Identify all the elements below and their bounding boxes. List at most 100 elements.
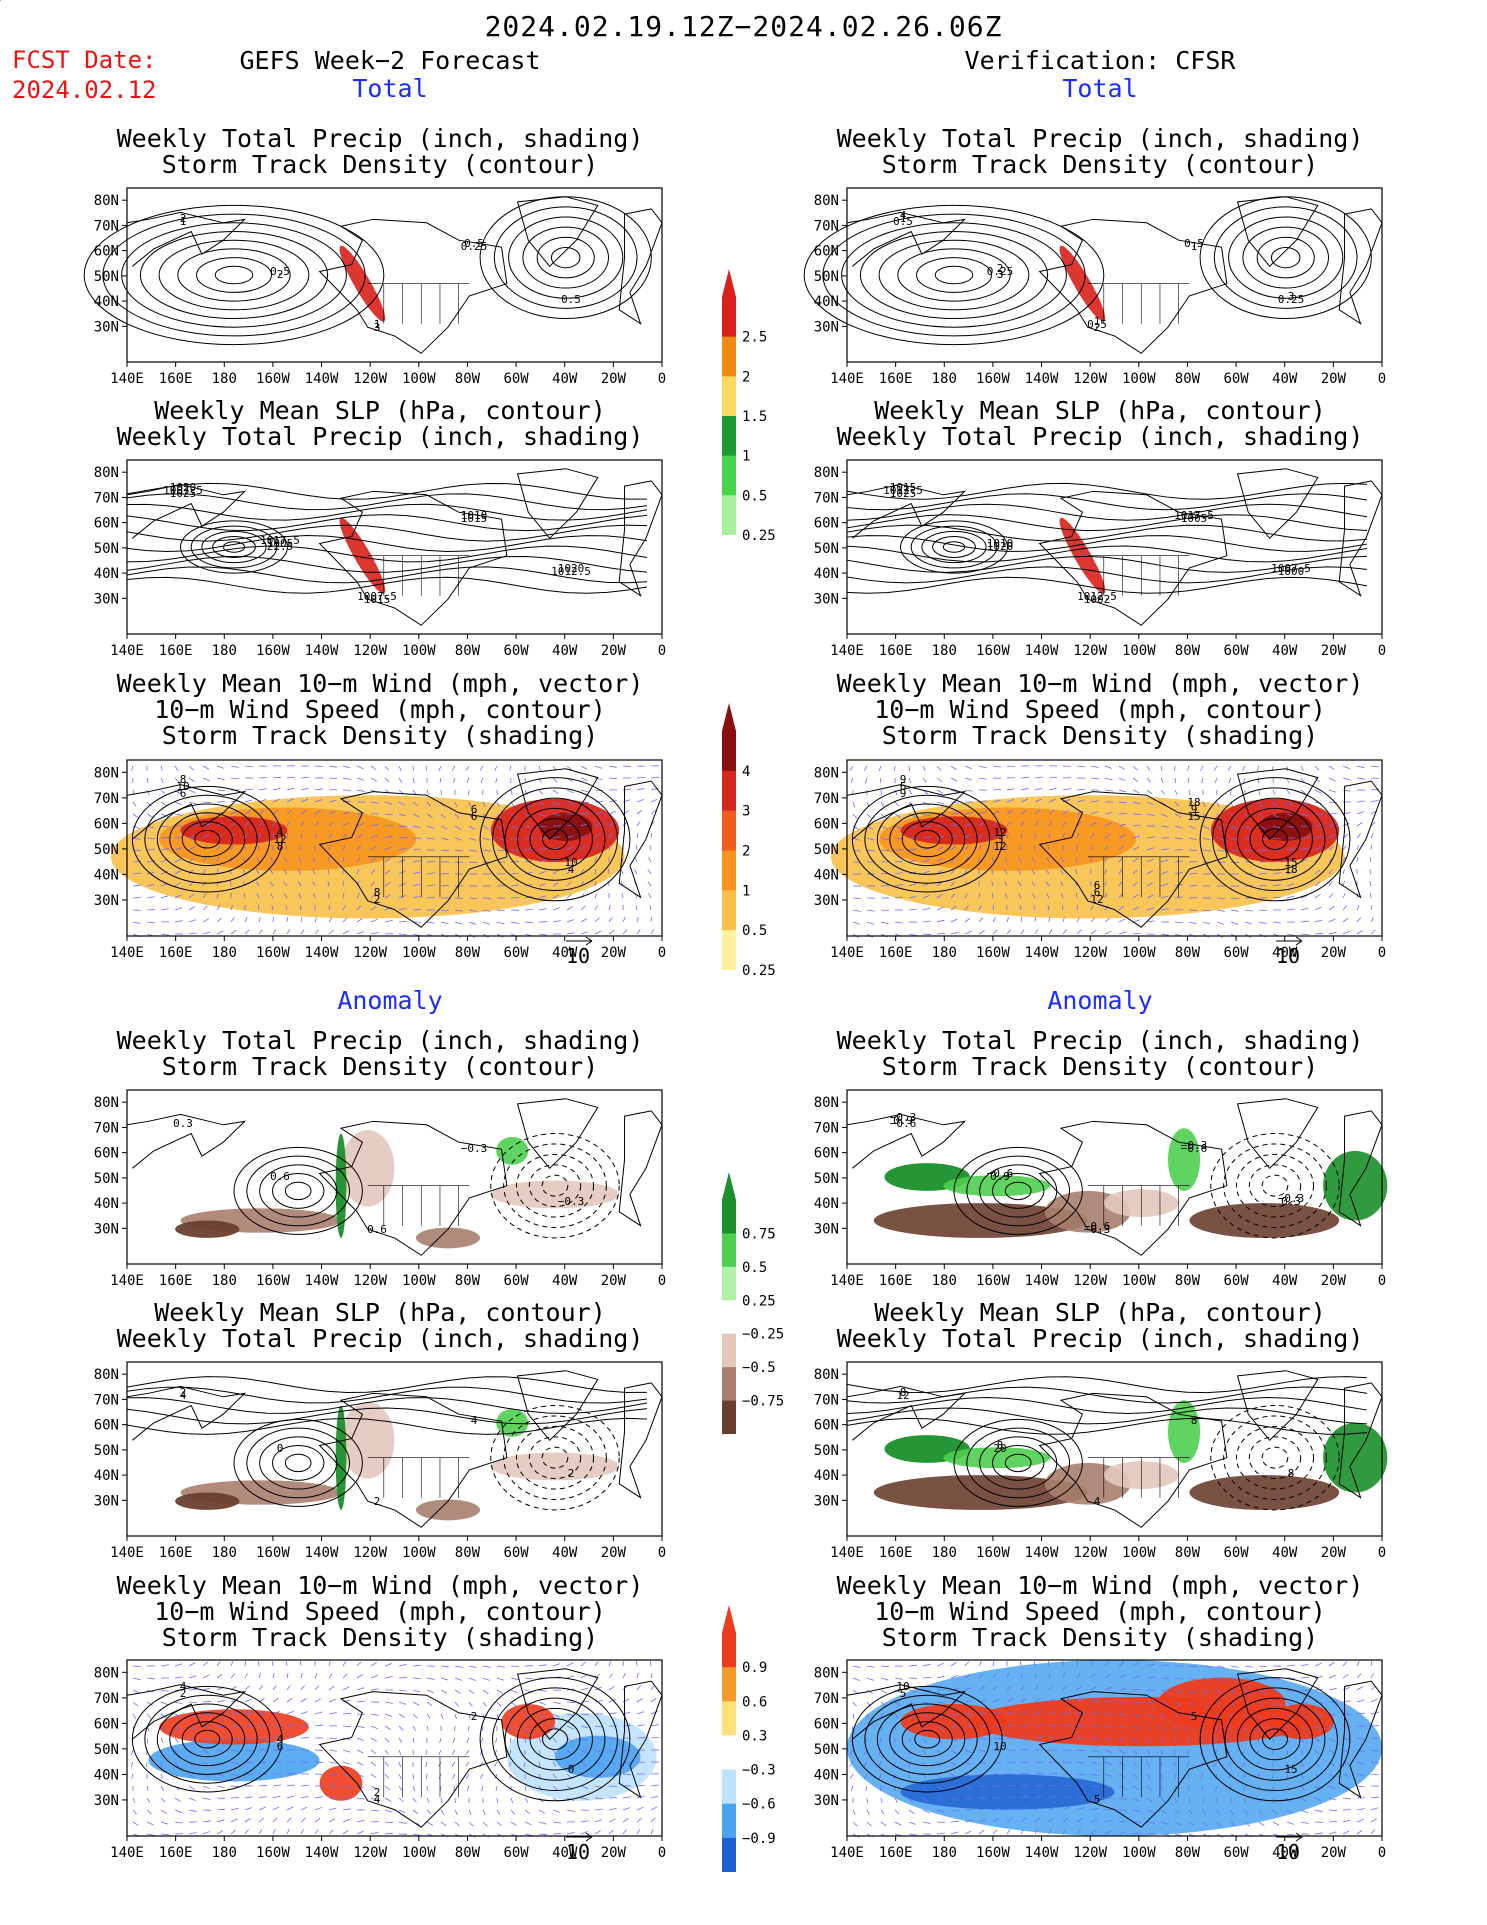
- wind-vector: [1314, 932, 1323, 935]
- map-frame: [846, 187, 1383, 363]
- lon-tick-label: 100W: [402, 643, 436, 659]
- lon-tick-label: 160E: [159, 1845, 193, 1861]
- colorbar-track_anom: 0.90.60.3−0.3−0.6−0.9: [722, 1605, 776, 1900]
- lat-tick-label: 80N: [94, 1095, 119, 1111]
- wind-vector: [636, 1784, 645, 1787]
- wind-vector: [1272, 837, 1281, 840]
- contour-line: [492, 787, 618, 892]
- contour-label: 4: [568, 863, 575, 876]
- wind-vector: [454, 1689, 461, 1694]
- wind-vector: [160, 1725, 165, 1731]
- wind-vector: [538, 1749, 541, 1756]
- contour-line: [522, 226, 610, 289]
- wind-vector: [1118, 1713, 1127, 1716]
- wind-vector: [1342, 1673, 1349, 1679]
- lon-tick-label: 100W: [1122, 1545, 1156, 1561]
- wind-vector: [1104, 1661, 1109, 1667]
- wind-vector: [146, 896, 155, 899]
- wind-vector: [454, 825, 462, 830]
- wind-vector: [244, 1761, 253, 1764]
- wind-vector: [866, 1821, 872, 1827]
- lat-tick-label: 40N: [94, 566, 119, 582]
- wind-vector: [272, 1806, 280, 1811]
- wind-vector: [160, 848, 169, 851]
- contour-label: 0: [568, 1763, 575, 1776]
- wind-vector: [242, 868, 246, 875]
- lon-tick-label: 0: [1378, 1845, 1386, 1861]
- wind-vector: [300, 1672, 303, 1679]
- wind-vector: [412, 859, 421, 863]
- wind-vector: [1370, 1673, 1375, 1679]
- contour-line: [1223, 1143, 1327, 1228]
- wind-vector: [1174, 1821, 1182, 1826]
- wind-vector: [1118, 918, 1126, 923]
- wind-vector: [950, 1773, 957, 1778]
- wind-vector: [1314, 869, 1321, 875]
- wind-vector: [1286, 1664, 1295, 1667]
- wind-vector: [510, 1809, 516, 1815]
- wind-vector: [1104, 811, 1113, 815]
- contour-label: 5: [1191, 1710, 1198, 1723]
- wind-vector: [936, 933, 945, 935]
- wind-vector: [580, 801, 589, 803]
- wind-vector: [202, 905, 208, 911]
- wind-vector: [552, 894, 560, 899]
- wind-vector: [1118, 1831, 1127, 1835]
- wind-vector: [1188, 1665, 1197, 1668]
- wind-vector: [580, 881, 584, 887]
- wind-vector: [1243, 1785, 1246, 1792]
- wind-vector: [1146, 1725, 1152, 1731]
- wind-vector: [468, 1809, 472, 1815]
- lat-tick-label: 70N: [94, 490, 119, 506]
- contour-line: [515, 1153, 595, 1218]
- contour-line: [966, 1155, 1071, 1227]
- wind-vector: [132, 1821, 139, 1826]
- wind-vector: [908, 1785, 912, 1791]
- wind-vector: [342, 845, 346, 851]
- shade-blob: [1168, 1128, 1201, 1191]
- wind-vector: [258, 1795, 267, 1799]
- wind-vector: [132, 1677, 141, 1681]
- wind-vector: [1132, 835, 1141, 839]
- wind-vector: [1090, 1661, 1094, 1667]
- wind-vector: [258, 821, 263, 827]
- wind-vector: [922, 870, 930, 875]
- contour-label: 2: [568, 1467, 575, 1480]
- wind-vector: [342, 917, 348, 923]
- contour-line: [934, 265, 974, 285]
- wind-vector: [936, 846, 944, 851]
- wind-vector: [300, 821, 305, 827]
- wind-vector: [1356, 777, 1365, 780]
- colorbar-label: 0.25: [742, 528, 776, 544]
- wind-vector: [552, 836, 561, 839]
- contour-line: [201, 530, 267, 564]
- fcst-date-label: FCST Date:: [12, 46, 157, 74]
- coastline-north-america: [1038, 490, 1228, 626]
- wind-vector: [566, 1749, 572, 1755]
- period-title: 2024.02.19.12Z−2024.02.26.06Z: [484, 10, 1003, 43]
- contour-line: [181, 821, 233, 858]
- wind-vector: [299, 844, 302, 851]
- lat-tick-label: 70N: [814, 218, 839, 234]
- wind-vector: [440, 1677, 449, 1681]
- wind-vector: [1356, 1737, 1365, 1740]
- wind-vector: [1258, 801, 1263, 807]
- wind-vector: [894, 1797, 898, 1803]
- wind-vector: [454, 1725, 456, 1732]
- wind-vector: [936, 1675, 945, 1679]
- wind-vector: [580, 845, 586, 851]
- wind-vector: [1020, 1724, 1029, 1727]
- wind-vector: [509, 1737, 512, 1744]
- wind-vector: [580, 1674, 588, 1679]
- wind-vector: [922, 1821, 931, 1824]
- wind-vector: [300, 798, 308, 803]
- contour-label: 1025: [170, 487, 197, 500]
- wind-vector: [384, 1773, 390, 1779]
- wind-vector: [580, 765, 588, 770]
- wind-vector: [243, 856, 246, 863]
- lon-tick-label: 80W: [1175, 1545, 1201, 1561]
- wind-vector: [1272, 1725, 1275, 1732]
- wind-vector: [1328, 1797, 1337, 1801]
- wind-vector: [356, 905, 362, 911]
